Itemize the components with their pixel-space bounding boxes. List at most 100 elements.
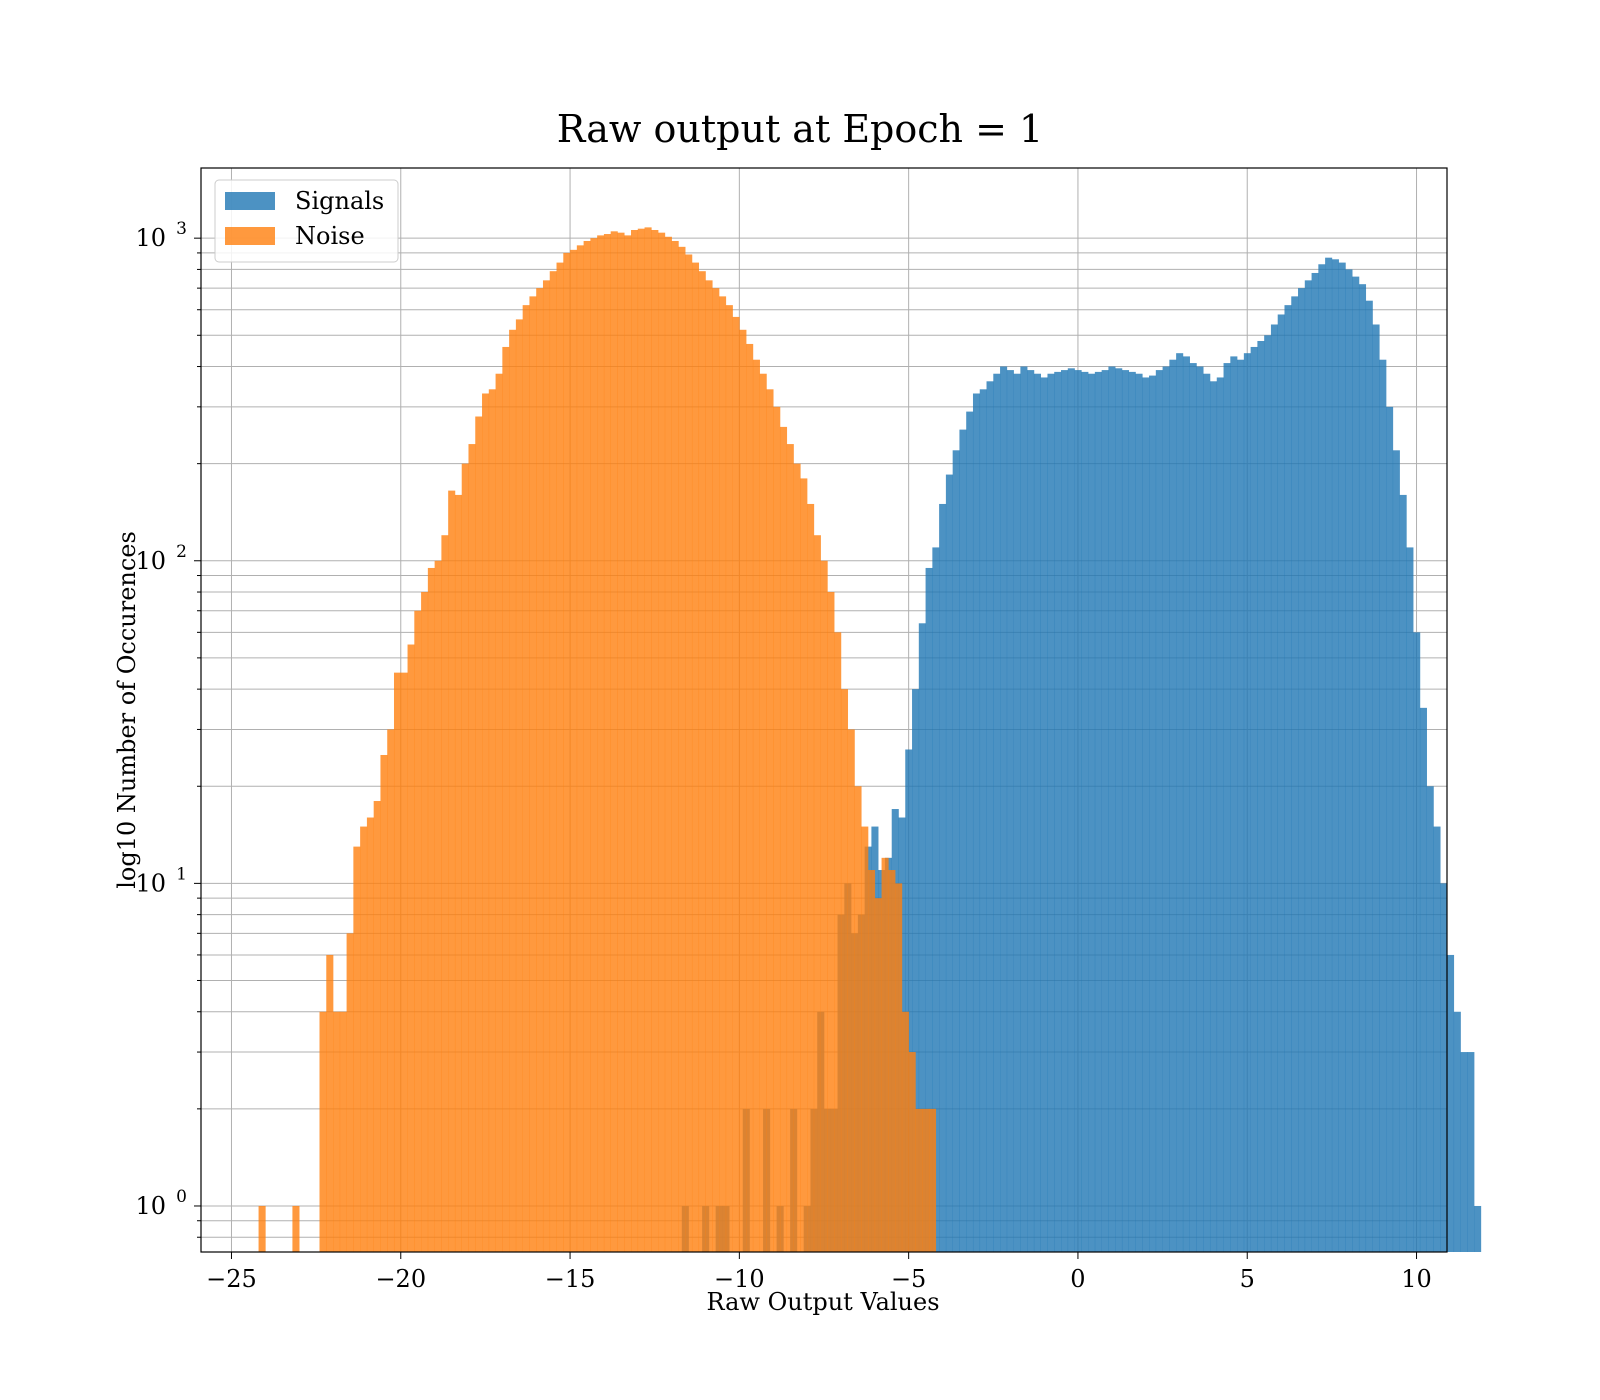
signals-bar xyxy=(1054,371,1062,1252)
signals-bar xyxy=(1298,288,1306,1252)
signals-bar xyxy=(1074,370,1082,1252)
noise-bar xyxy=(509,329,517,1252)
y-tick-label: 10 xyxy=(135,869,166,897)
noise-bar xyxy=(719,296,727,1253)
plot-frame xyxy=(200,167,1448,1253)
signals-bar xyxy=(1237,359,1245,1253)
signals-bar xyxy=(1358,284,1367,1252)
noise-bar xyxy=(522,305,530,1252)
signals-bar xyxy=(993,373,1001,1253)
signals-bar xyxy=(1453,1011,1461,1252)
noise-bar xyxy=(834,632,842,1252)
signals-bar xyxy=(1223,363,1231,1252)
noise-bar xyxy=(549,271,557,1252)
noise-bar xyxy=(820,560,828,1252)
noise-bar xyxy=(651,229,659,1253)
x-tick-label: −25 xyxy=(206,1265,257,1293)
chart-title: Raw output at Epoch = 1 xyxy=(557,107,1043,151)
noise-bar xyxy=(881,857,889,1252)
signals-bar xyxy=(1142,377,1150,1252)
signals-bar xyxy=(1020,366,1028,1252)
signals-bar xyxy=(1209,381,1218,1252)
noise-bar xyxy=(448,490,456,1252)
signals-bar xyxy=(1250,346,1258,1252)
y-tick-label: 10 xyxy=(135,224,166,252)
signals-bar xyxy=(1352,276,1360,1253)
signals-bar xyxy=(932,547,940,1252)
legend-label-signals: Signals xyxy=(295,187,384,215)
signals-bar xyxy=(1203,373,1211,1253)
y-axis-ticks: 10 0 10 1 10 2 10 3 xyxy=(135,219,201,1238)
signals-bar xyxy=(1399,494,1407,1252)
noise-bar xyxy=(644,227,652,1252)
signals-bar xyxy=(1033,373,1041,1253)
noise-bar xyxy=(705,280,713,1252)
noise-bar xyxy=(739,329,747,1252)
noise-bar xyxy=(563,252,571,1253)
noise-bar xyxy=(874,898,882,1252)
signals-bar xyxy=(1115,368,1123,1252)
noise-bar xyxy=(671,240,679,1252)
signals-bar xyxy=(1325,257,1333,1252)
y-tick-exponent: 1 xyxy=(176,864,187,884)
signals-bar xyxy=(1176,353,1184,1253)
y-tick-exponent: 2 xyxy=(176,542,187,562)
signals-bar xyxy=(925,567,933,1252)
noise-bar xyxy=(854,786,862,1252)
noise-bar xyxy=(495,373,503,1253)
noise-bar xyxy=(793,463,801,1252)
noise-bar xyxy=(427,567,435,1252)
noise-bar xyxy=(698,271,706,1252)
noise-bar xyxy=(583,240,591,1252)
noise-bar xyxy=(339,1011,347,1252)
noise-bar xyxy=(603,234,611,1252)
noise-bar xyxy=(421,592,429,1252)
signals-bar xyxy=(945,474,953,1252)
signals-bar xyxy=(1216,377,1224,1252)
noise-bar xyxy=(597,235,605,1252)
x-tick-label: −20 xyxy=(375,1265,426,1293)
signals-bar xyxy=(1331,259,1339,1253)
signals-bar xyxy=(1243,353,1251,1253)
signals-bar xyxy=(1291,296,1299,1253)
signals-bar xyxy=(972,393,981,1253)
noise-bar xyxy=(556,262,564,1253)
noise-bar xyxy=(373,801,381,1252)
signals-bar xyxy=(1311,272,1319,1253)
signals-bar xyxy=(1304,280,1312,1252)
signals-bar xyxy=(1426,786,1434,1252)
noise-bar xyxy=(326,954,334,1252)
signals-bar xyxy=(1406,547,1414,1252)
signals-bar xyxy=(1006,370,1014,1252)
noise-bar xyxy=(590,238,598,1252)
signals-bar xyxy=(986,381,994,1252)
legend-swatch-noise xyxy=(225,227,275,245)
noise-bar xyxy=(732,316,740,1252)
noise-bar xyxy=(529,296,537,1253)
noise-bar xyxy=(414,610,422,1252)
noise-bar xyxy=(502,346,510,1252)
noise-bar xyxy=(922,1108,930,1252)
signals-bar xyxy=(1264,335,1272,1253)
noise-bar xyxy=(515,319,523,1252)
signals-bar xyxy=(1189,363,1197,1252)
signals-bar xyxy=(918,623,926,1252)
signals-bar xyxy=(905,749,913,1252)
signals-bar xyxy=(1121,370,1130,1252)
signals-bar xyxy=(1474,1205,1482,1252)
noise-bar xyxy=(488,389,496,1252)
signals-bar xyxy=(1338,262,1346,1253)
noise-bar xyxy=(353,846,361,1252)
noise-bar xyxy=(766,389,774,1252)
signals-bar xyxy=(1094,371,1102,1252)
noise-bar xyxy=(746,343,754,1253)
noise-bar xyxy=(570,249,578,1252)
noise-bar xyxy=(752,359,760,1253)
noise-bar xyxy=(725,305,733,1252)
noise-bar xyxy=(888,870,896,1252)
signals-bar xyxy=(1433,826,1441,1252)
signals-bar xyxy=(1345,269,1353,1252)
noise-bar xyxy=(333,1011,341,1252)
signals-bar xyxy=(1088,373,1096,1253)
signals-bar xyxy=(1447,954,1455,1252)
